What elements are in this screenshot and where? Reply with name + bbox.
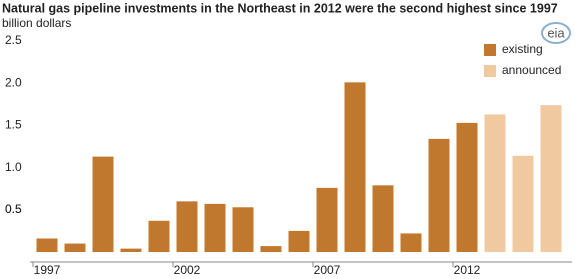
y-tick-label: 0.5 [5, 202, 22, 216]
legend-swatch [484, 65, 496, 77]
bar [64, 243, 86, 252]
x-tick-label: 2007 [314, 263, 341, 277]
bar [512, 155, 534, 252]
legend-label: existing [502, 42, 543, 56]
legend-label: announced [502, 63, 561, 77]
y-tick-label: 2.0 [5, 75, 22, 89]
bar [456, 122, 478, 252]
chart-title: Natural gas pipeline investments in the … [2, 1, 558, 15]
chart-subtitle: billion dollars [2, 16, 71, 30]
bar [176, 201, 198, 252]
x-tick-label: 1997 [34, 263, 61, 277]
bar [484, 114, 506, 252]
bar [120, 248, 142, 252]
logo-ring [541, 22, 571, 44]
bar [540, 105, 562, 252]
legend-swatch [484, 44, 496, 56]
y-tick-label: 0.5 [5, 202, 22, 216]
bar [316, 187, 338, 252]
y-tick-label: 2.5 [5, 33, 22, 47]
bar [204, 203, 226, 252]
bar [428, 138, 450, 252]
x-tick-label: 2002 [174, 263, 201, 277]
bar [288, 230, 310, 252]
bar [372, 185, 394, 252]
bar [92, 156, 114, 252]
bar [148, 220, 170, 252]
bar [232, 207, 254, 252]
logo: eia [547, 25, 565, 40]
y-tick-label: 1.0 [5, 160, 22, 174]
x-tick-label: 2012 [454, 263, 481, 277]
bar [400, 233, 422, 252]
bar [260, 246, 282, 252]
bar [36, 238, 58, 252]
y-tick-label: 1.5 [5, 118, 22, 132]
bar [344, 82, 366, 252]
